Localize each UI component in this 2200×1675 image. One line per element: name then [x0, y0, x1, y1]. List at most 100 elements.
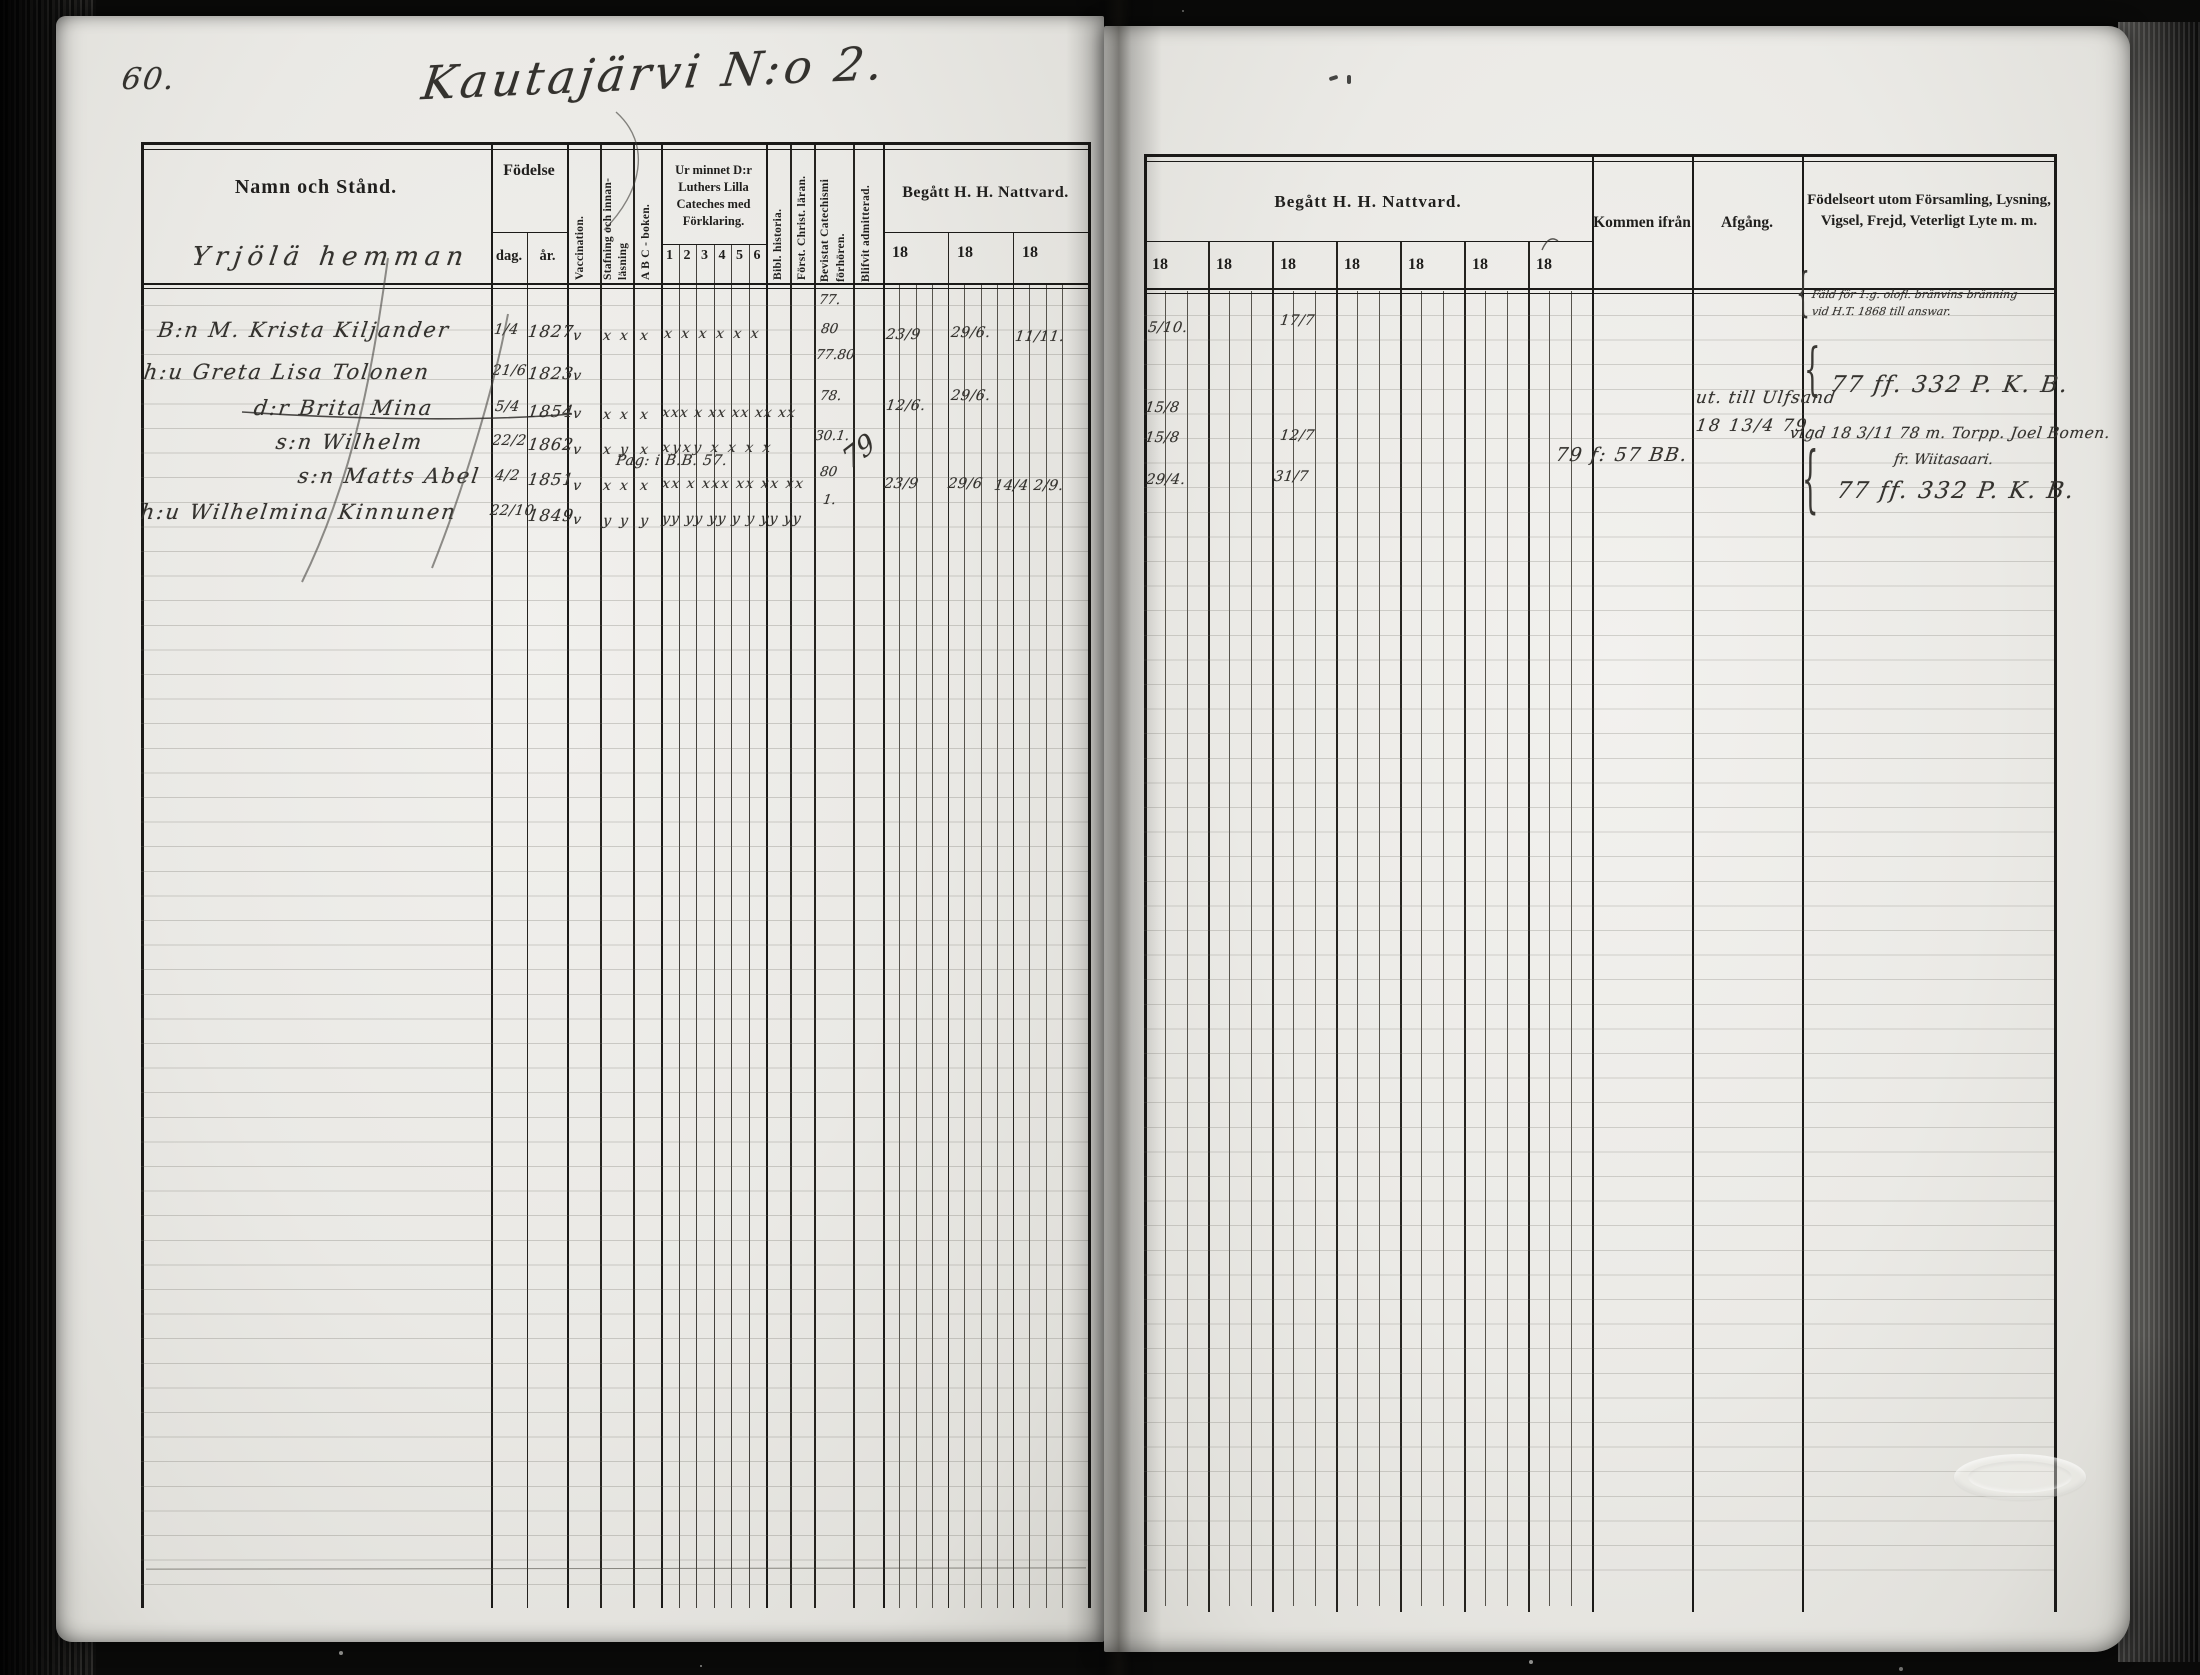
col-header-name: Namn och Stånd.	[234, 176, 398, 198]
catechism-col-5: 5	[736, 248, 743, 263]
grid-line	[980, 283, 982, 1608]
communion-date: 12/6.	[884, 398, 927, 414]
grid-line	[1571, 291, 1572, 1606]
col-header-exams-line2: förhören.	[835, 233, 847, 282]
grid-line	[661, 244, 766, 246]
col-header-abc-book: A B C - boken.	[640, 203, 652, 280]
note-brace: {	[1804, 338, 1821, 404]
vaccination-mark: v	[571, 512, 583, 528]
grid-line	[1144, 241, 1592, 243]
communion-date: 31/7	[1272, 469, 1310, 485]
communion-date: 11/11.	[1013, 329, 1066, 345]
row-name: h:u Greta Lisa Tolonen	[142, 360, 432, 384]
grid-line	[1293, 291, 1294, 1606]
catechism-marks: x x x x x x	[662, 326, 763, 342]
grid-line	[883, 232, 1088, 234]
communion-year-1: 18	[1152, 256, 1168, 273]
communion-date: 29/6.	[949, 325, 992, 341]
row-name-struck: d:r Brita Mina	[252, 396, 436, 420]
grid-line	[948, 232, 950, 1608]
grid-line	[915, 283, 917, 1608]
communion-date: 29/4.	[1144, 472, 1187, 488]
vaccination-mark: v	[571, 406, 583, 422]
abc-mark: x	[638, 478, 650, 494]
col-header-departure: Afgång.	[1720, 214, 1774, 231]
grid-line	[853, 142, 855, 1608]
row-name: h:u Wilhelmina Kinnunen	[139, 500, 459, 524]
row-birth-year: 1849	[526, 506, 576, 525]
catechism-marks: xx x xxx xx xx xx	[660, 476, 806, 492]
grid-line	[883, 142, 886, 1608]
grid-line	[1251, 291, 1252, 1606]
volume-title: Kautajärvi N:o 2.	[418, 35, 890, 111]
grid-line	[1144, 154, 2054, 157]
grid-line	[141, 149, 1088, 151]
grid-line	[1013, 232, 1015, 1608]
communion-year-7: 18	[1536, 256, 1552, 273]
col-header-communion: Begått H. H. Nattvard.	[902, 184, 1069, 201]
grid-line	[1464, 241, 1466, 1612]
row-birth-year: 1862	[526, 435, 576, 454]
grid-line	[731, 244, 732, 1608]
abc-mark: y	[638, 513, 650, 529]
grid-line	[527, 232, 529, 1608]
grid-line	[931, 283, 933, 1608]
come-from-note: 79 f: 57 BB.	[1554, 444, 1690, 466]
grid-line	[1144, 154, 1147, 1612]
grid-line	[661, 142, 664, 1608]
grid-line	[1336, 241, 1338, 1612]
grid-line	[1400, 241, 1402, 1612]
marriage-note-line2: fr. Wiitasaari.	[1892, 452, 1995, 468]
vaccination-mark: v	[571, 328, 583, 344]
ink-smudge	[1328, 74, 1339, 82]
note-brace: {	[1802, 439, 1819, 523]
page-reference-note: Pag: i B.B. 57.	[614, 453, 729, 469]
grid-line	[491, 232, 567, 234]
grid-line	[766, 142, 769, 1608]
communion-year-2: 18	[957, 244, 973, 261]
col-header-spelling-line1: Stafning och innan-	[602, 177, 614, 280]
spelling-marks: xx	[601, 478, 638, 494]
vaccination-mark: v	[571, 442, 583, 458]
row-name: B:n M. Krista Kiljander	[156, 318, 452, 342]
grid-line	[633, 142, 635, 1608]
grid-line	[1692, 154, 1695, 1612]
grid-line	[1272, 241, 1274, 1612]
exam-note: 80	[818, 464, 839, 480]
communion-year-6: 18	[1472, 256, 1488, 273]
communion-year-4: 18	[1344, 256, 1360, 273]
grid-line	[1379, 291, 1380, 1606]
grid-line	[1187, 291, 1188, 1606]
grid-line	[1061, 283, 1063, 1608]
row-birth-day: 4/2	[493, 468, 521, 484]
note-brace: {	[1796, 264, 1810, 325]
fine-note-line2: vid H.T. 1868 till answar.	[1811, 305, 1952, 318]
col-header-birth: Födelse	[503, 162, 555, 179]
communion-year-1: 18	[892, 244, 908, 261]
col-header-bible-history: Bibl. historia.	[772, 208, 784, 280]
grid-line	[1144, 288, 2054, 291]
spelling-marks: xx	[601, 407, 638, 423]
communion-date: 15/8	[1143, 430, 1181, 446]
catechism-col-1: 1	[666, 248, 673, 263]
col-header-birth-year: år.	[539, 248, 556, 264]
grid-line	[1592, 154, 1595, 1612]
page-stack-edge	[2118, 22, 2200, 1662]
left-bottom-pen-line	[145, 1567, 1087, 1571]
grid-line	[1802, 154, 1805, 1612]
grid-line	[1357, 291, 1358, 1606]
communion-date: 23/9	[882, 476, 920, 492]
fine-note-line1: Fäld för 1:g. olofl. bränvins bränning	[1811, 288, 2019, 301]
marriage-note-line1: vigd 18 3/11 78 m. Torpp. Joel Bomen.	[1788, 424, 2112, 442]
grid-line	[996, 283, 998, 1608]
communion-year-3: 18	[1280, 256, 1296, 273]
catechism-col-2: 2	[683, 248, 691, 263]
exam-note: 77.80	[814, 347, 856, 363]
grid-line	[2054, 154, 2058, 1612]
grid-line	[678, 244, 680, 1608]
vaccination-mark: v	[571, 368, 583, 384]
grid-line	[1485, 291, 1486, 1606]
grid-line	[1507, 291, 1508, 1606]
grid-line	[141, 288, 1088, 289]
row-birth-year: 1851	[526, 470, 576, 489]
